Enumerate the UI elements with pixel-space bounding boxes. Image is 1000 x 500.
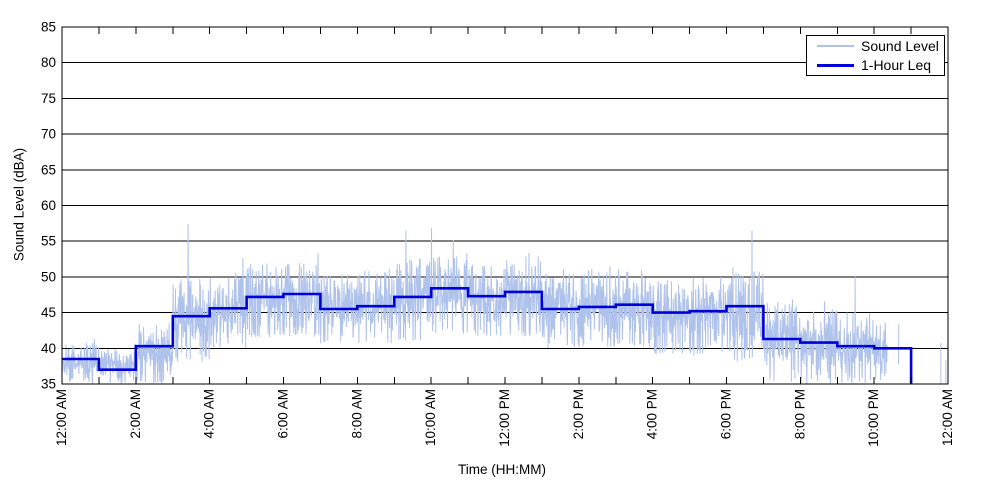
y-tick-label: 65 [41,162,56,177]
legend-label-sound-level: Sound Level [861,38,939,54]
x-tick-label: 6:00 AM [276,389,291,439]
x-axis-title: Time (HH:MM) [458,462,546,477]
x-tick-label: 10:00 PM [866,389,881,447]
sound-level-line-icon [817,45,854,47]
legend: Sound Level 1-Hour Leq [806,35,945,76]
y-axis-title: Sound Level (dBA) [11,147,27,262]
x-tick-label: 8:00 PM [792,389,807,439]
x-tick-label: 4:00 AM [202,389,217,439]
x-tick-label: 12:00 AM [940,389,955,446]
x-tick-label: 6:00 PM [719,389,734,439]
legend-label-leq: 1-Hour Leq [861,57,932,73]
y-tick-label: 80 [41,55,56,70]
y-tick-label: 35 [41,377,56,392]
leq-step-line [62,287,913,384]
y-tick-label: 50 [41,269,56,284]
y-tick-label: 70 [41,127,56,142]
x-tick-label: 8:00 AM [349,389,364,439]
x-tick-label: 12:00 AM [54,389,69,446]
sound-level-trace [61,224,947,384]
x-tick-label: 2:00 AM [128,389,143,439]
legend-item-leq: 1-Hour Leq [817,56,944,74]
legend-item-sound-level: Sound Level [817,37,944,55]
x-tick-label: 10:00 AM [423,389,438,446]
y-tick-label: 75 [41,91,56,106]
leq-line-icon [817,63,854,67]
y-tick-label: 40 [41,341,56,356]
x-tick-label: 12:00 PM [497,389,512,447]
x-tick-label: 4:00 PM [645,389,660,439]
y-tick-label: 45 [41,305,56,320]
y-tick-label: 60 [41,198,56,213]
y-tick-label: 85 [41,20,56,35]
y-tick-label: 55 [41,234,56,249]
plot-frame [61,26,949,385]
x-tick-label: 2:00 PM [571,389,586,439]
